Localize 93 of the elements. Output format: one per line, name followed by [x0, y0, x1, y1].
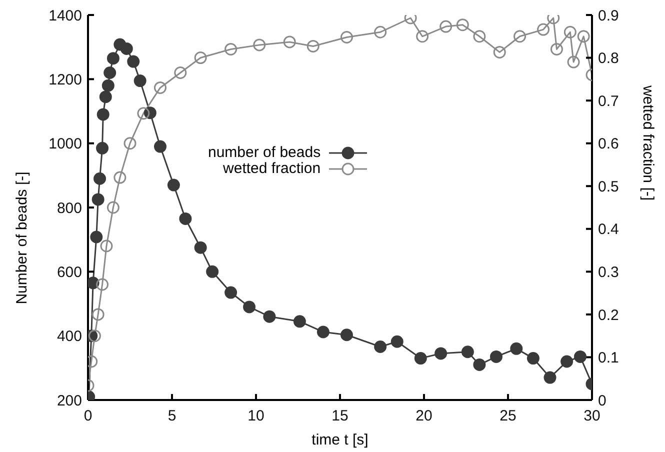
legend-label: wetted fraction [223, 160, 321, 177]
point [390, 335, 404, 348]
point [544, 371, 556, 384]
point [154, 140, 166, 153]
x-tick-label: 30 [584, 408, 600, 425]
y2-tick-label: 0 [598, 392, 606, 410]
y2-tick-label: 0.5 [598, 178, 619, 196]
point [134, 74, 146, 88]
point [510, 342, 523, 355]
point [179, 212, 192, 225]
point [104, 66, 116, 79]
point [174, 66, 187, 79]
x-tick-label: 25 [500, 408, 516, 425]
point [283, 36, 296, 48]
point [414, 352, 427, 365]
y2-tick-label: 0.9 [598, 7, 619, 24]
point [127, 55, 140, 68]
point [293, 315, 306, 328]
y-tick-label: 400 [56, 328, 82, 346]
point [224, 286, 238, 299]
point [340, 328, 353, 342]
point [92, 308, 104, 321]
point [306, 40, 320, 52]
y2-tick-label: 0.1 [598, 350, 619, 367]
point [88, 330, 101, 342]
point [96, 142, 109, 154]
y-tick-label: 600 [56, 264, 82, 281]
point [473, 30, 486, 43]
y2-tick-label: 0.2 [598, 306, 619, 324]
point [102, 79, 114, 92]
point [374, 26, 387, 38]
point [99, 90, 112, 104]
x-axis-title: time t [s] [312, 432, 368, 448]
point [416, 30, 429, 43]
point [96, 108, 110, 121]
point [456, 18, 469, 32]
y-axis-title: Number of beads [-] [14, 172, 30, 304]
point [100, 240, 113, 252]
point [461, 346, 474, 358]
point [263, 310, 276, 323]
point [120, 42, 133, 55]
point [154, 81, 166, 94]
point [167, 178, 180, 192]
y-tick-label: 800 [56, 200, 82, 217]
y-tick-label: 1400 [48, 7, 82, 24]
point [577, 30, 590, 43]
point [194, 241, 207, 254]
y2-tick-label: 0.4 [598, 221, 619, 238]
point [440, 20, 452, 33]
point [434, 347, 448, 360]
point [550, 42, 563, 56]
point [560, 355, 574, 368]
point [526, 352, 540, 365]
point [493, 46, 506, 58]
point [316, 326, 330, 338]
point [490, 350, 502, 363]
x-tick-label: 5 [168, 408, 176, 425]
y2-axis-title: wetted fraction [-] [640, 85, 656, 201]
y2-tick-label: 0.7 [598, 92, 619, 110]
point [114, 171, 126, 184]
point [224, 42, 238, 56]
x-tick-label: 20 [416, 408, 432, 425]
point [137, 107, 150, 120]
point [374, 340, 387, 353]
point [243, 300, 256, 314]
point [340, 30, 353, 44]
point [564, 26, 576, 38]
point [514, 30, 526, 43]
x-tick-label: 0 [84, 408, 92, 425]
point [106, 201, 120, 214]
point [106, 52, 120, 65]
x-tick-label: 15 [332, 408, 348, 425]
y-tick-label: 1000 [48, 136, 82, 153]
legend-label: number of beads [208, 144, 321, 161]
point [96, 278, 109, 291]
point [88, 276, 100, 290]
point [574, 350, 586, 363]
point [537, 23, 550, 36]
y2-tick-label: 0.6 [598, 136, 619, 153]
y-tick-label: 200 [56, 392, 82, 410]
point [90, 230, 103, 244]
point [92, 193, 104, 206]
y2-tick-label: 0.8 [598, 50, 619, 68]
y-tick-label: 1200 [48, 71, 82, 88]
point [206, 265, 219, 278]
point [94, 172, 106, 185]
point [473, 358, 486, 371]
point [567, 56, 580, 68]
point [253, 38, 266, 52]
point [194, 52, 207, 64]
point [124, 137, 136, 150]
x-tick-label: 10 [248, 408, 264, 425]
y2-tick-label: 0.3 [598, 264, 619, 281]
